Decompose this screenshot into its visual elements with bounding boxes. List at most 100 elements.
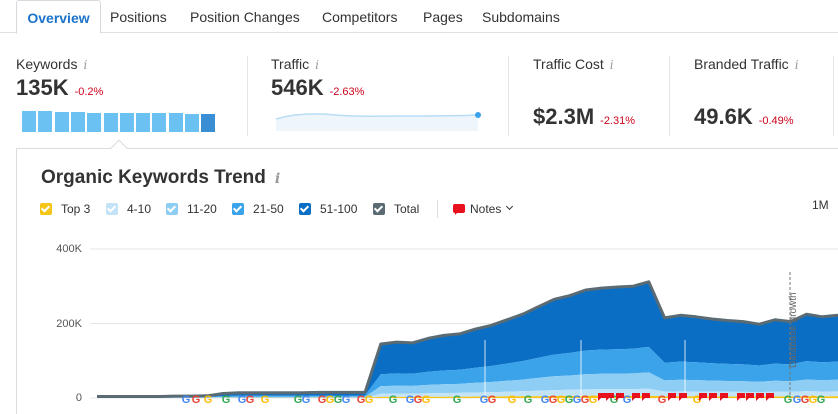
kpi-divider [508, 56, 509, 136]
google-update-icon: G [414, 394, 423, 406]
kpi-keywords-change: -0.2% [74, 86, 104, 98]
notes-label: Notes [470, 202, 502, 216]
keywords-sparkline-bar [136, 113, 151, 132]
google-update-icon: G [246, 394, 255, 406]
keywords-sparkline-bar [119, 113, 134, 132]
google-update-icon: G [342, 394, 351, 406]
google-update-icon: G [365, 394, 374, 406]
kpi-divider [833, 56, 834, 136]
keywords-sparkline-bar [152, 113, 167, 132]
checkbox-icon[interactable] [232, 203, 244, 215]
google-update-icon: G [480, 394, 489, 406]
y-tick-label: 200K [56, 318, 82, 330]
legend-label: Top 3 [61, 202, 91, 216]
checkbox-icon[interactable] [166, 203, 178, 215]
google-update-icon: G [693, 394, 702, 406]
series-total-line [97, 280, 838, 398]
keywords-sparkline-bar [201, 114, 216, 132]
google-update-icon: G [809, 394, 818, 406]
google-update-icon: G [192, 394, 201, 406]
google-update-icon: G [793, 394, 802, 406]
keywords-bar-sparkline [22, 110, 218, 132]
note-flag-icon [606, 393, 614, 401]
google-update-icon: G [389, 394, 398, 406]
legend-label: 21-50 [253, 202, 284, 216]
info-icon[interactable]: i [315, 58, 319, 72]
google-update-icon: G [422, 394, 431, 406]
google-update-icon: G [610, 394, 619, 406]
y-tick-label: 400K [56, 243, 82, 255]
kpi-branded-traffic-value: 49.6K -0.49% [694, 104, 794, 130]
tab-pages[interactable]: Pages [423, 9, 463, 25]
series-4-10-area [97, 388, 838, 398]
series-11-20-area [97, 372, 838, 398]
legend-label: 51-100 [320, 202, 358, 216]
checkbox-icon[interactable] [373, 203, 385, 215]
google-update-icon: G [453, 394, 462, 406]
legend-label: Total [394, 202, 420, 216]
checkbox-icon[interactable] [299, 203, 311, 215]
kpi-divider [669, 56, 670, 136]
tab-positions[interactable]: Positions [110, 9, 167, 25]
note-flag-icon [720, 393, 728, 401]
keywords-sparkline-bar [87, 113, 102, 132]
google-update-icon: G [222, 394, 231, 406]
kpi-branded-traffic-label: Branded Traffic i [694, 56, 799, 72]
traffic-line-sparkline [276, 112, 481, 131]
y-tick-label: 0 [75, 392, 82, 404]
kpi-traffic-cost-label: Traffic Cost i [533, 56, 614, 72]
legend-label: 11-20 [187, 202, 217, 216]
chart-title-text: Organic Keywords Trend [41, 167, 266, 188]
google-update-icon: G [238, 394, 247, 406]
google-update-icon: G [406, 394, 415, 406]
period-1m-button[interactable]: 1M [812, 198, 829, 212]
note-flag-icon [756, 393, 764, 401]
google-update-icon: G [294, 394, 303, 406]
kpi-traffic-cost-label-text: Traffic Cost [533, 56, 604, 72]
google-update-icon: G [623, 394, 632, 406]
google-update-icon: G [508, 394, 517, 406]
google-update-icon: G [801, 394, 810, 406]
series-top3-area [97, 395, 838, 398]
keywords-sparkline-bar [54, 112, 69, 132]
info-icon[interactable]: i [609, 58, 614, 72]
checkbox-icon[interactable] [40, 203, 52, 215]
info-icon[interactable]: i [83, 58, 88, 72]
series-21-50-area [97, 346, 838, 398]
kpi-keywords-label-text: Keywords [16, 56, 78, 72]
kpi-traffic-value: 546K -2.63% [271, 75, 364, 101]
kpi-traffic-cost-number: $2.3M [533, 104, 595, 129]
tab-overview[interactable]: Overview [16, 0, 101, 34]
kpi-keywords-label: Keywords i [16, 56, 87, 72]
note-flag-icon [709, 393, 717, 401]
note-flag-icon [453, 204, 465, 215]
kpi-branded-traffic-label-text: Branded Traffic [694, 56, 789, 72]
legend-divider [437, 200, 438, 218]
google-update-icon: G [573, 394, 582, 406]
info-icon[interactable]: i [794, 58, 799, 72]
keywords-sparkline-bar [103, 113, 118, 132]
info-icon[interactable]: i [274, 171, 281, 187]
google-update-icon: G [261, 394, 270, 406]
tab-subdomains[interactable]: Subdomains [482, 9, 560, 25]
note-flag-icon [746, 393, 754, 401]
google-update-icon: G [541, 394, 550, 406]
google-update-icon: G [302, 394, 311, 406]
keywords-sparkline-bar [168, 113, 183, 132]
kpi-traffic-cost-value: $2.3M -2.31% [533, 104, 635, 130]
google-update-icon: G [326, 394, 335, 406]
series-51-100-area [97, 281, 838, 398]
tab-position-changes[interactable]: Position Changes [190, 9, 300, 25]
kpi-traffic-number: 546K [271, 75, 324, 100]
note-flag-icon [699, 393, 707, 401]
database-growth-label: Database growth [788, 292, 799, 368]
google-update-icon: G [557, 394, 566, 406]
note-flag-icon [737, 393, 745, 401]
tab-competitors[interactable]: Competitors [322, 9, 398, 25]
google-update-icon: G [817, 394, 826, 406]
legend-label: 4-10 [127, 202, 152, 216]
checkbox-icon[interactable] [106, 203, 118, 215]
note-flag-icon [679, 393, 687, 401]
kpi-traffic-label-text: Traffic [271, 56, 310, 72]
